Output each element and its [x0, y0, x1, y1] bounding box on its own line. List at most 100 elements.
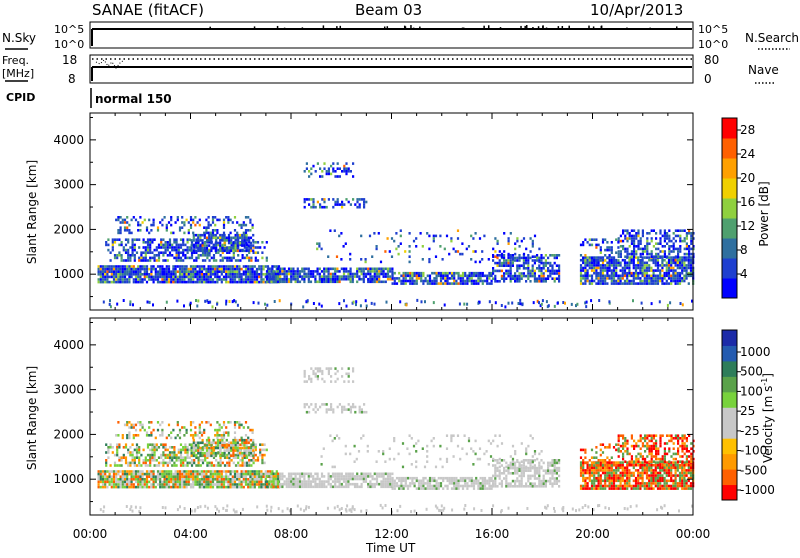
echo-cell: [232, 444, 234, 447]
echo-cell: [339, 483, 341, 486]
echo-cell: [202, 447, 204, 450]
echo-cell: [400, 485, 402, 488]
echo-cell: [203, 429, 205, 432]
echo-cell: [551, 472, 553, 475]
echo-cell: [106, 470, 108, 473]
echo-cell: [615, 259, 617, 262]
echo-cell: [199, 442, 201, 445]
echo-cell: [201, 478, 203, 481]
echo-cell: [171, 456, 173, 459]
echo-cell: [518, 480, 520, 483]
echo-cell: [496, 462, 498, 465]
echo-cell: [179, 481, 181, 484]
echo-cell: [153, 473, 155, 476]
echo-cell: [151, 251, 153, 254]
echo-cell: [136, 456, 138, 459]
echo-cell: [199, 431, 201, 434]
echo-cell: [363, 268, 365, 271]
echo-cell: [116, 257, 118, 260]
echo-cell: [312, 370, 314, 373]
echo-cell: [170, 486, 172, 489]
echo-cell: [310, 167, 312, 170]
echo-cell: [514, 480, 516, 483]
echo-cell: [157, 226, 159, 229]
echo-cell: [271, 470, 273, 473]
echo-cell: [117, 470, 119, 473]
echo-cell: [675, 235, 677, 238]
echo-cell: [189, 257, 191, 260]
nave-label: Nave: [748, 63, 779, 77]
echo-cell: [157, 270, 159, 273]
echo-cell: [525, 280, 527, 283]
echo-cell: [249, 478, 251, 481]
echo-cell: [488, 482, 490, 485]
echo-cell: [688, 255, 690, 258]
echo-cell: [394, 282, 396, 285]
echo-cell: [161, 270, 163, 273]
echo-cell: [365, 480, 367, 483]
echo-cell: [455, 280, 457, 283]
echo-cell: [668, 240, 670, 243]
echo-cell: [286, 275, 288, 278]
echo-cell: [215, 234, 217, 237]
echo-cell: [481, 258, 483, 261]
echo-cell: [169, 451, 171, 454]
echo-cell: [343, 380, 345, 383]
echo-cell: [224, 444, 226, 447]
echo-cell: [352, 278, 354, 281]
echo-cell: [208, 273, 210, 276]
echo-cell: [433, 301, 435, 304]
echo-cell: [279, 275, 281, 278]
echo-cell: [345, 473, 347, 476]
echo-cell: [464, 482, 466, 485]
echo-cell: [181, 426, 183, 429]
echo-cell: [499, 264, 501, 267]
echo-cell: [206, 237, 208, 240]
echo-cell: [157, 429, 159, 432]
echo-cell: [356, 486, 358, 489]
echo-cell: [183, 224, 185, 227]
echo-cell: [339, 475, 341, 478]
echo-cell: [516, 259, 518, 262]
echo-cell: [332, 480, 334, 483]
echo-cell: [657, 248, 659, 251]
nsearch-label: N.Search: [745, 31, 799, 45]
nave-tick-bottom: 0: [704, 72, 712, 86]
echo-cell: [442, 477, 444, 480]
echo-cell: [255, 459, 257, 462]
echo-cell: [202, 244, 204, 247]
echo-cell: [297, 478, 299, 481]
echo-cell: [422, 258, 424, 261]
echo-cell: [137, 270, 139, 273]
echo-cell: [589, 244, 591, 247]
echo-cell: [521, 467, 523, 470]
echo-cell: [518, 267, 520, 270]
echo-cell: [115, 219, 117, 222]
echo-cell: [534, 262, 536, 265]
echo-cell: [321, 281, 323, 284]
echo-cell: [444, 275, 446, 278]
echo-cell: [145, 257, 147, 260]
echo-cell: [224, 464, 226, 467]
echo-cell: [245, 270, 247, 273]
echo-cell: [480, 487, 482, 490]
echo-cell: [394, 272, 396, 275]
echo-cell: [543, 482, 545, 485]
echo-cell: [633, 280, 635, 283]
echo-cell: [170, 473, 172, 476]
echo-cell: [345, 162, 347, 165]
echo-cell: [536, 477, 538, 480]
echo-cell: [499, 472, 501, 475]
echo-cell: [216, 273, 218, 276]
echo-cell: [223, 437, 225, 440]
echo-cell: [120, 481, 122, 484]
echo-cell: [279, 281, 281, 284]
echo-cell: [136, 451, 138, 454]
echo-cell: [277, 275, 279, 278]
echo-cell: [230, 278, 232, 281]
echo-cell: [398, 477, 400, 480]
echo-cell: [646, 245, 648, 248]
echo-cell: [494, 262, 496, 265]
echo-cell: [668, 269, 670, 272]
echo-cell: [186, 265, 188, 268]
